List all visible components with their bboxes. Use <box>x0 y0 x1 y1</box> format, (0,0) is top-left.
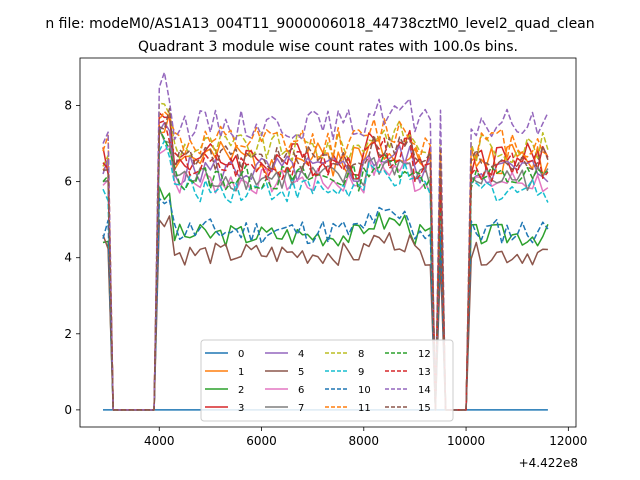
x-tick-label: 4000 <box>144 434 175 448</box>
series-line-12 <box>102 128 549 411</box>
axes-frame <box>79 57 577 428</box>
legend-label-13: 13 <box>418 367 431 378</box>
legend-label-12: 12 <box>418 349 431 360</box>
x-tick-label: 6000 <box>246 434 277 448</box>
legend-label-6: 6 <box>298 385 304 396</box>
series-line-9 <box>102 140 549 411</box>
series-line-15 <box>102 107 549 411</box>
x-tick-label: 12000 <box>549 434 587 448</box>
x-tick-label: 8000 <box>349 434 380 448</box>
legend-label-14: 14 <box>418 385 431 396</box>
legend-label-15: 15 <box>418 403 431 414</box>
y-tick-label: 0 <box>64 403 72 417</box>
legend-label-4: 4 <box>298 349 304 360</box>
series-line-10 <box>102 197 549 411</box>
legend-label-3: 3 <box>238 403 244 414</box>
legend-label-11: 11 <box>358 403 371 414</box>
y-tick-label: 2 <box>64 327 72 341</box>
series-line-8 <box>102 102 549 411</box>
series-line-14 <box>102 71 549 411</box>
x-offset-label: +4.422e8 <box>519 456 578 470</box>
legend-label-7: 7 <box>298 403 304 414</box>
x-tick-label: 10000 <box>447 434 485 448</box>
chart-subtitle: Quadrant 3 module wise count rates with … <box>138 39 518 55</box>
series-line-5 <box>102 215 548 411</box>
y-tick-label: 8 <box>64 99 72 113</box>
legend-label-9: 9 <box>358 367 364 378</box>
legend-box <box>200 339 454 422</box>
legend-label-0: 0 <box>238 349 244 360</box>
y-tick-label: 4 <box>64 251 72 265</box>
y-tick-label: 6 <box>64 175 72 189</box>
legend-label-1: 1 <box>238 367 244 378</box>
legend-label-10: 10 <box>358 385 371 396</box>
legend-label-5: 5 <box>298 367 304 378</box>
legend-label-2: 2 <box>238 385 244 396</box>
figure-title: n file: modeM0/AS1A13_004T11_9000006018_… <box>45 16 594 32</box>
series-line-1 <box>102 112 549 411</box>
legend-label-8: 8 <box>358 349 364 360</box>
series-line-13 <box>102 120 549 411</box>
